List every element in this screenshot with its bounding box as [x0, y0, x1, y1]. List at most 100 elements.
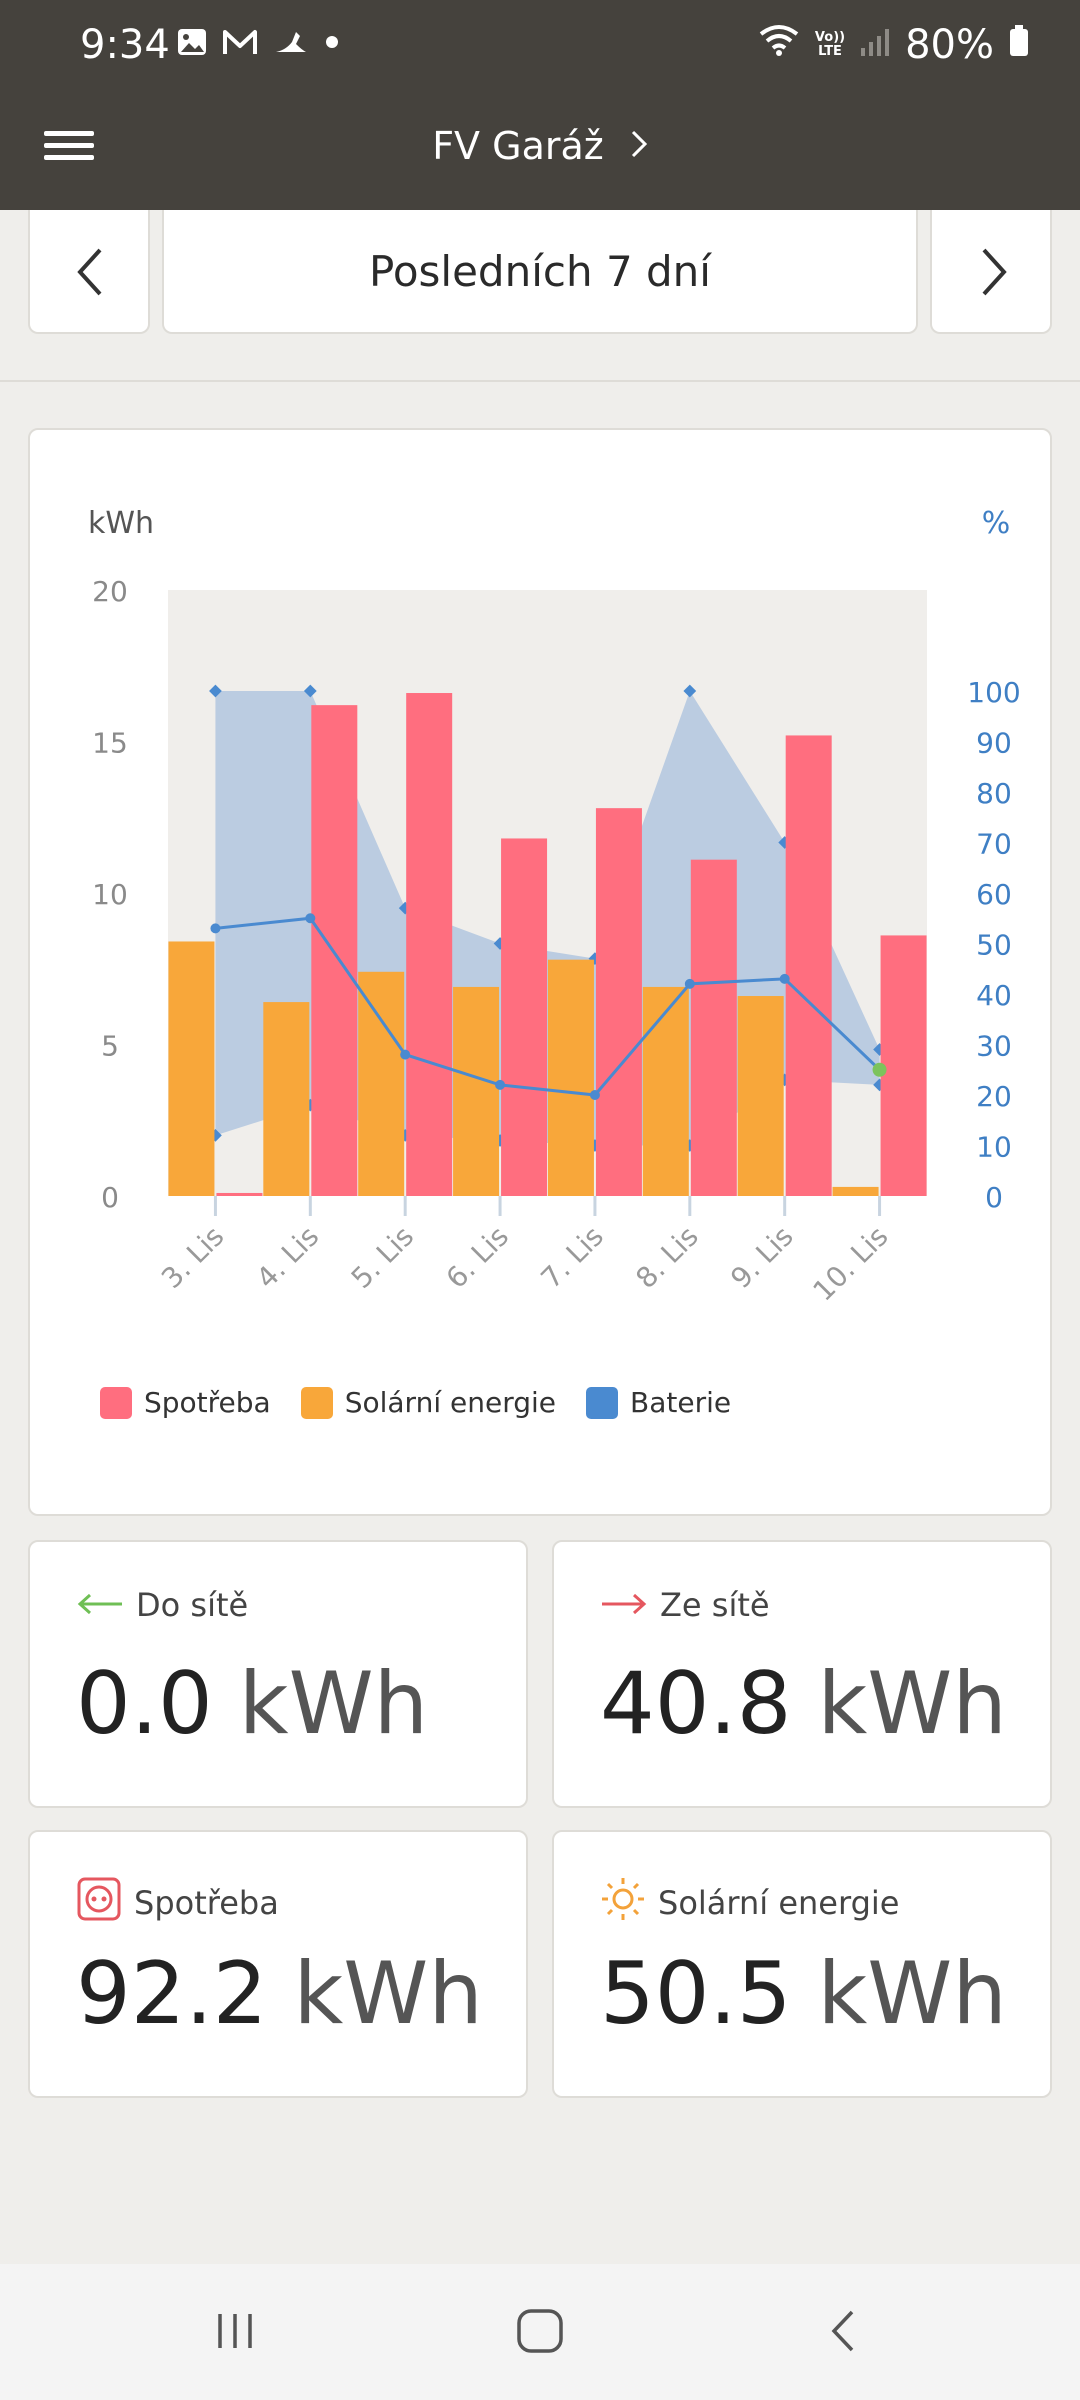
next-period-button[interactable] — [930, 210, 1052, 334]
bar-solarni-energie — [832, 1186, 879, 1196]
y-tick-right: 30 — [976, 1030, 1012, 1063]
legend-item-baterie[interactable]: Baterie — [586, 1386, 731, 1419]
volte-icon: Vo)) LTE — [814, 30, 846, 59]
y-tick-right: 80 — [976, 777, 1012, 810]
bar-spotreba — [785, 735, 832, 1196]
y-tick-left: 10 — [92, 878, 128, 911]
battery-current-marker — [872, 1062, 887, 1077]
stat-value: 40.8 — [600, 1654, 792, 1754]
stat-unit: kWh — [238, 1654, 429, 1754]
status-time: 9:34 — [80, 22, 170, 68]
recent-apps-icon[interactable] — [210, 2306, 260, 2360]
battery-icon — [1008, 22, 1030, 68]
x-tick-label: 8. Lis — [629, 1220, 704, 1295]
y-tick-left: 15 — [92, 727, 128, 760]
legend-item-spotreba[interactable]: Spotřeba — [100, 1386, 271, 1419]
x-tick-label: 6. Lis — [440, 1220, 515, 1295]
y-tick-right: 100 — [967, 676, 1020, 709]
bar-spotreba — [690, 859, 737, 1196]
stat-label: Solární energie — [658, 1884, 900, 1922]
signal-icon — [859, 22, 891, 68]
system-nav-bar — [0, 2264, 1080, 2400]
photo-icon — [176, 26, 208, 62]
stat-value: 92.2 — [76, 1944, 268, 2044]
y-tick-right: 40 — [976, 979, 1012, 1012]
battery-percent: 80% — [905, 22, 994, 68]
arrow-left-icon — [76, 1586, 124, 1624]
battery-point — [210, 923, 221, 934]
bar-spotreba — [406, 693, 453, 1196]
chevron-left-icon — [77, 248, 102, 296]
stat-value: 0.0 — [76, 1654, 213, 1754]
wifi-icon — [757, 22, 801, 68]
bar-solarni-energie — [642, 986, 689, 1196]
battery-point — [400, 1049, 411, 1060]
y-tick-right: 50 — [976, 929, 1012, 962]
stat-card-ze-site[interactable]: Ze sítě 40.8 kWh — [552, 1540, 1052, 1808]
site-selector[interactable]: FV Garáž — [0, 120, 1080, 169]
stat-card-spotreba[interactable]: Spotřeba 92.2 kWh — [28, 1830, 528, 2098]
energy-chart[interactable]: kWh % 0 5 10 15 20 0 10 20 30 40 50 60 70 80 90 100 3.… — [30, 430, 1050, 1330]
y-axis-left-label: kWh — [88, 506, 154, 541]
legend-label: Spotřeba — [144, 1386, 271, 1419]
dot-icon — [322, 26, 342, 62]
y-tick-left: 0 — [101, 1181, 119, 1214]
x-tick-label: 5. Lis — [345, 1220, 420, 1295]
y-tick-right: 60 — [976, 878, 1012, 911]
stat-card-do-site[interactable]: Do sítě 0.0 kWh — [28, 1540, 528, 1808]
battery-line — [215, 916, 881, 1097]
chart-legend: Spotřeba Solární energie Baterie — [100, 1386, 761, 1419]
legend-label: Baterie — [630, 1386, 732, 1419]
bar-solarni-energie — [263, 1002, 310, 1196]
legend-swatch — [100, 1386, 132, 1419]
home-icon[interactable] — [514, 2306, 566, 2360]
stat-label: Spotřeba — [134, 1884, 279, 1922]
bar-solarni-energie — [737, 996, 784, 1196]
menu-icon[interactable] — [44, 124, 94, 174]
stat-unit: kWh — [817, 1654, 1007, 1754]
stat-value: 50.5 — [600, 1944, 792, 2044]
y-tick-right: 0 — [985, 1181, 1003, 1214]
energy-chart-card: kWh % 0 5 10 15 20 0 10 20 30 40 50 60 70 80 90 100 3.… — [28, 428, 1052, 1516]
stat-card-solarni-energie[interactable]: Solární energie 50.5 kWh — [552, 1830, 1052, 2098]
bar-spotreba — [595, 808, 642, 1196]
bar-spotreba — [880, 935, 927, 1196]
bar-spotreba — [216, 1192, 263, 1196]
bar-solarni-energie — [168, 941, 215, 1196]
y-tick-right: 10 — [976, 1131, 1012, 1164]
y-tick-right: 70 — [976, 828, 1012, 861]
sun-icon — [600, 1876, 646, 1930]
app-icon — [272, 26, 308, 62]
back-icon[interactable] — [820, 2306, 870, 2360]
legend-swatch — [586, 1386, 619, 1419]
app-bar: FV Garáž — [0, 94, 1080, 210]
bar-solarni-energie — [358, 971, 405, 1196]
y-axis-right-label: % — [982, 506, 1011, 541]
chevron-right-icon — [982, 248, 1007, 296]
y-tick-right: 20 — [976, 1080, 1012, 1113]
previous-period-button[interactable] — [28, 210, 150, 334]
x-tick-label: 9. Lis — [724, 1220, 799, 1295]
x-tick-label: 10. Lis — [807, 1220, 895, 1308]
bar-solarni-energie — [453, 986, 500, 1196]
bar-solarni-energie — [547, 959, 594, 1196]
battery-point — [684, 978, 695, 989]
period-label[interactable]: Posledních 7 dní — [162, 210, 918, 334]
stat-unit: kWh — [293, 1944, 483, 2044]
bar-spotreba — [501, 838, 548, 1196]
mail-icon — [222, 26, 258, 62]
socket-icon — [76, 1876, 122, 1930]
period-navigation: Posledních 7 dní — [0, 210, 1080, 380]
y-tick-left: 20 — [92, 575, 128, 608]
arrow-right-icon — [600, 1586, 648, 1624]
battery-point — [495, 1079, 506, 1090]
site-title: FV Garáž — [432, 124, 604, 168]
y-tick-right: 90 — [976, 727, 1012, 760]
chevron-right-icon — [630, 120, 648, 169]
legend-item-solarni-energie[interactable]: Solární energie — [300, 1386, 556, 1419]
legend-swatch — [300, 1386, 333, 1419]
x-tick-label: 7. Lis — [535, 1220, 610, 1295]
y-tick-left: 5 — [101, 1030, 119, 1063]
stat-label: Ze sítě — [660, 1586, 770, 1624]
divider — [0, 380, 1080, 382]
